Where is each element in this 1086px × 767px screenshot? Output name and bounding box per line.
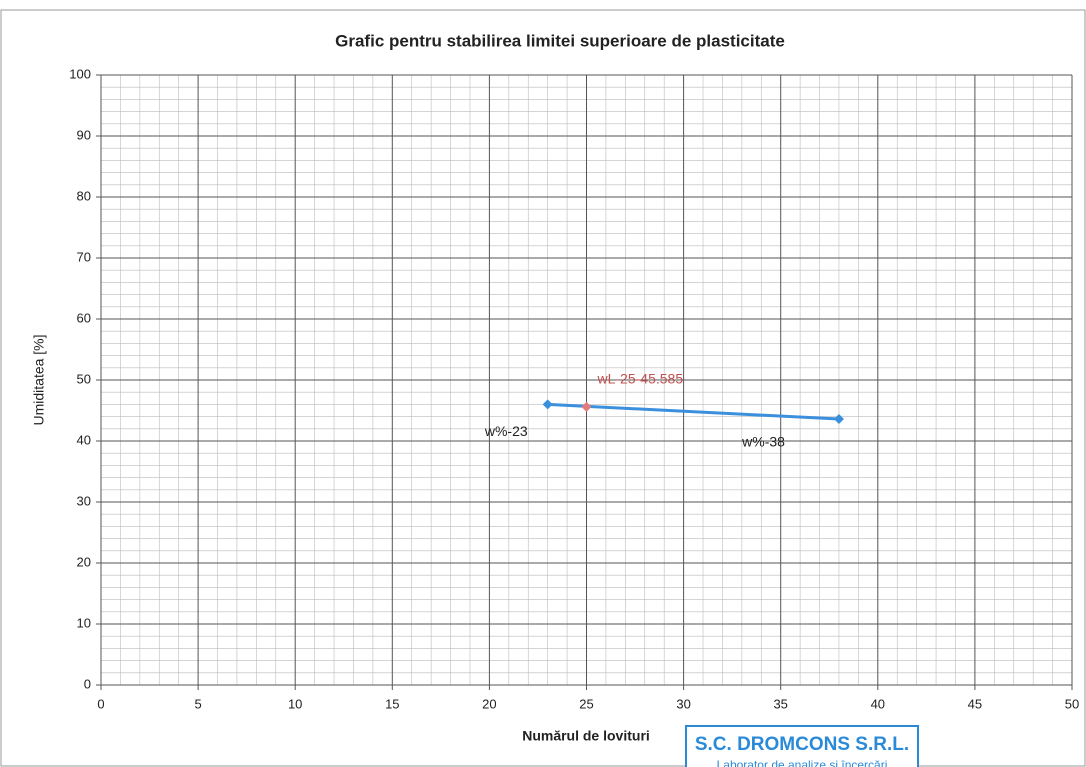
x-axis-title: Numărul de lovituri — [522, 728, 650, 744]
y-tick-label: 70 — [77, 249, 91, 264]
point-label: w%-23 — [484, 423, 528, 439]
stamp — [685, 725, 919, 767]
y-tick-label: 40 — [77, 432, 91, 447]
x-tick-label: 45 — [968, 696, 982, 711]
x-tick-label: 5 — [194, 696, 201, 711]
x-tick-label: 40 — [871, 696, 885, 711]
y-tick-label: 0 — [84, 676, 91, 691]
y-tick-label: 90 — [77, 127, 91, 142]
chart-border — [0, 9, 1086, 767]
x-tick-label: 20 — [482, 696, 496, 711]
point-label: wL-25-45.585 — [597, 371, 684, 387]
x-tick-label: 25 — [579, 696, 593, 711]
y-tick-label: 100 — [69, 66, 91, 81]
point-label: w%-38 — [741, 434, 785, 450]
stamp-title: S.C. DROMCONS S.R.L. — [695, 734, 909, 755]
data-point — [581, 401, 592, 412]
y-tick-label: 20 — [77, 554, 91, 569]
chart-title: Grafic pentru stabilirea limitei superio… — [335, 31, 785, 50]
x-tick-label: 10 — [288, 696, 302, 711]
y-tick-label: 50 — [77, 371, 91, 386]
x-tick-label: 15 — [385, 696, 399, 711]
x-tick-label: 30 — [676, 696, 690, 711]
data-point — [833, 414, 844, 425]
y-tick-label: 30 — [77, 493, 91, 508]
x-tick-label: 35 — [773, 696, 787, 711]
y-tick-label: 10 — [77, 615, 91, 630]
data-point — [542, 399, 553, 410]
y-axis-title: Umiditatea [%] — [31, 334, 47, 425]
y-tick-label: 60 — [77, 310, 91, 325]
y-tick-label: 80 — [77, 188, 91, 203]
x-tick-label: 0 — [97, 696, 104, 711]
stamp-subtitle: Laborator de analize și încercări — [717, 758, 888, 767]
series-line — [547, 402, 840, 421]
x-tick-label: 50 — [1065, 696, 1079, 711]
